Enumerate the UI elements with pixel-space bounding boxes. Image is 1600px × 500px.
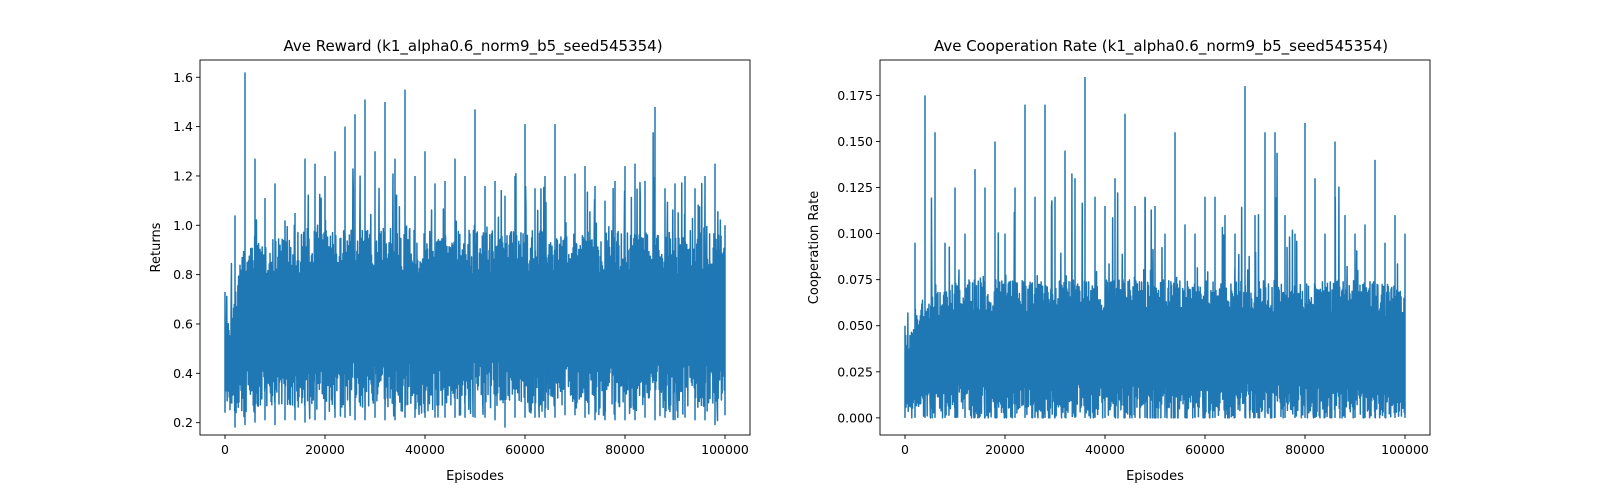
y-axis-label: Cooperation Rate: [807, 191, 822, 304]
x-tick-label: 20000: [985, 442, 1025, 457]
y-tick-label: 0.075: [837, 272, 873, 287]
x-tick-label: 0: [901, 442, 909, 457]
x-axis-label: Episodes: [1126, 469, 1184, 484]
y-tick-label: 1.4: [173, 119, 193, 134]
x-tick-label: 40000: [405, 442, 445, 457]
x-axis-ticks: 0 20000 40000 60000 80000 100000: [221, 435, 749, 457]
y-tick-label: 0.175: [837, 88, 873, 103]
x-tick-label: 80000: [605, 442, 645, 457]
y-tick-label: 0.6: [173, 316, 193, 331]
y-tick-label: 0.050: [837, 318, 873, 333]
axes-frame: [879, 59, 1431, 436]
axes-frame: [199, 59, 751, 436]
plot-area: [904, 76, 1406, 419]
x-tick-label: 0: [221, 442, 229, 457]
y-tick-label: 0.100: [837, 226, 873, 241]
series-line: [904, 76, 1406, 419]
reward-chart: Ave Reward (k1_alpha0.6_norm9_b5_seed545…: [149, 37, 751, 484]
y-tick-label: 0.4: [173, 366, 193, 381]
x-tick-label: 20000: [305, 442, 345, 457]
y-tick-label: 0.000: [837, 410, 873, 425]
x-tick-label: 40000: [1085, 442, 1125, 457]
chart-title: Ave Reward (k1_alpha0.6_norm9_b5_seed545…: [283, 37, 662, 56]
x-axis-label: Episodes: [446, 469, 504, 484]
y-axis-ticks: 0.2 0.4 0.6 0.8 1.0 1.2 1.4 1.6: [173, 70, 200, 430]
y-tick-label: 0.2: [173, 415, 193, 430]
x-tick-label: 100000: [701, 442, 749, 457]
y-tick-label: 1.2: [173, 168, 193, 183]
y-tick-label: 0.150: [837, 134, 873, 149]
y-axis-label: Returns: [149, 222, 164, 272]
y-axis-ticks: 0.000 0.025 0.050 0.075 0.100 0.125 0.150 0.175: [837, 88, 880, 425]
y-tick-label: 0.8: [173, 267, 193, 282]
y-tick-label: 0.125: [837, 180, 873, 195]
plot-area: [224, 72, 726, 428]
x-tick-label: 60000: [505, 442, 545, 457]
x-tick-label: 100000: [1381, 442, 1429, 457]
chart-title: Ave Cooperation Rate (k1_alpha0.6_norm9_…: [934, 37, 1388, 56]
cooperation-rate-chart: Ave Cooperation Rate (k1_alpha0.6_norm9_…: [807, 37, 1431, 484]
y-tick-label: 0.025: [837, 364, 873, 379]
y-tick-label: 1.6: [173, 70, 193, 85]
y-tick-label: 1.0: [173, 218, 193, 233]
series-line: [224, 72, 726, 428]
x-tick-label: 80000: [1285, 442, 1325, 457]
x-tick-label: 60000: [1185, 442, 1225, 457]
x-axis-ticks: 0 20000 40000 60000 80000 100000: [901, 435, 1429, 457]
